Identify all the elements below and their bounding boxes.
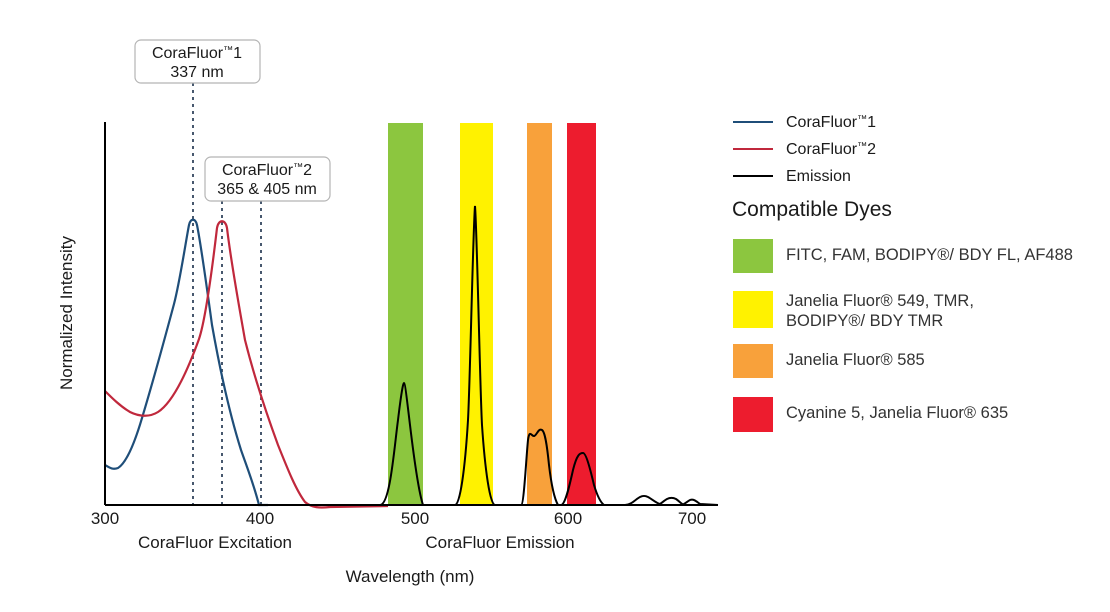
svg-text:Normalized Intensity: Normalized Intensity (57, 236, 76, 391)
svg-text:Emission: Emission (786, 168, 851, 185)
svg-text:FITC, FAM, BODIPY®/ BDY FL, AF: FITC, FAM, BODIPY®/ BDY FL, AF488 (786, 246, 1073, 264)
svg-text:700: 700 (678, 509, 706, 528)
svg-text:Cyanine 5, Janelia Fluor® 635: Cyanine 5, Janelia Fluor® 635 (786, 404, 1008, 422)
svg-text:Wavelength (nm): Wavelength (nm) (346, 567, 475, 586)
svg-text:365 & 405 nm: 365 & 405 nm (217, 181, 317, 198)
svg-text:400: 400 (246, 509, 274, 528)
svg-text:CoraFluor™2: CoraFluor™2 (786, 141, 876, 159)
svg-text:CoraFluor Excitation: CoraFluor Excitation (138, 533, 292, 552)
svg-text:BODIPY®/ BDY TMR: BODIPY®/ BDY TMR (786, 312, 943, 330)
svg-text:500: 500 (401, 509, 429, 528)
svg-text:CoraFluor Emission: CoraFluor Emission (425, 533, 574, 552)
svg-text:CoraFluor™1: CoraFluor™1 (786, 114, 876, 132)
svg-text:337 nm: 337 nm (170, 64, 223, 81)
svg-text:600: 600 (554, 509, 582, 528)
svg-text:Janelia Fluor® 585: Janelia Fluor® 585 (786, 351, 925, 369)
svg-text:Compatible Dyes: Compatible Dyes (732, 198, 892, 221)
svg-text:300: 300 (91, 509, 119, 528)
svg-text:Janelia Fluor® 549, TMR,: Janelia Fluor® 549, TMR, (786, 292, 974, 310)
